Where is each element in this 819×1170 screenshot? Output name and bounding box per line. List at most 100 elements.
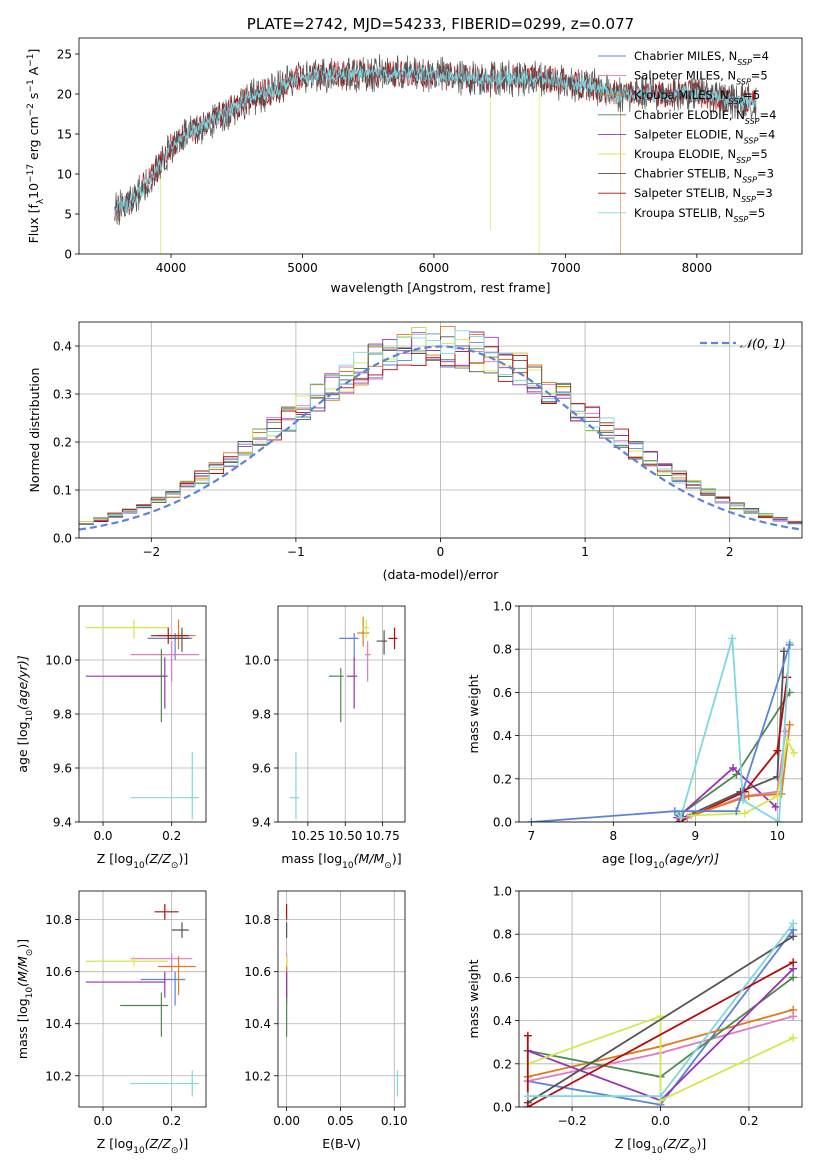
x-axis-label: (data-model)/error (383, 567, 500, 582)
y-tick-label: 9.6 (252, 762, 271, 776)
y-tick-label: 10.2 (45, 1069, 72, 1083)
legend-entry: Kroupa ELODIE, NSSP=5 (634, 147, 768, 165)
y-tick-label: 0.4 (53, 340, 72, 354)
errorbar-point-kroupa_miles (157, 956, 196, 996)
errorbar-point-kroupa_stelib (130, 751, 200, 820)
y-tick-label: 9.8 (53, 708, 72, 722)
series-point (523, 1103, 532, 1107)
axes-frame (518, 890, 803, 1108)
y-tick-label: 0.1 (53, 484, 72, 498)
y-tick-label: 10.6 (244, 965, 271, 979)
spectrum-line-kroupa_stelib (114, 64, 757, 215)
series-line (527, 1015, 794, 1102)
errorbar-point-salpeter_stelib (154, 904, 179, 920)
errorbar-point-chabrier_stelib (171, 922, 189, 938)
series-salpeter_stelib (523, 958, 798, 1107)
y-tick-label: 15 (57, 128, 72, 142)
legend-entry: Kroupa MILES, NSSP=5 (634, 88, 760, 106)
y-axis-label: Flux [fλ10−17 erg cm−2 s−1 A−1] (26, 49, 46, 244)
series-line (526, 961, 794, 1107)
axes-frame (78, 37, 803, 255)
series-point (527, 818, 536, 822)
x-tick-label: 8 (610, 829, 618, 843)
y-axis-label: age [log10(age/yr)] (15, 655, 35, 772)
y-tick-label: 1.0 (493, 885, 512, 899)
y-tick-label: 10.0 (45, 654, 72, 668)
series-line (691, 724, 791, 817)
x-tick-label: 8000 (682, 261, 713, 275)
y-tick-label: 0.2 (493, 1057, 512, 1071)
x-tick-label: 10 (770, 829, 785, 843)
series-line (682, 651, 785, 819)
errorbar-point-kroupa_elodie (363, 619, 370, 639)
plot-area (527, 634, 798, 822)
errorbar-point-chabrier_stelib (168, 627, 189, 652)
errorbar-point-chabrier_miles (147, 633, 193, 660)
plot-area (85, 619, 200, 820)
y-tick-label: 10.4 (45, 1017, 72, 1031)
y-tick-label: 25 (57, 48, 72, 62)
x-tick-label: 1 (581, 545, 589, 559)
x-tick-label: 7000 (550, 261, 581, 275)
plot-area (523, 919, 798, 1107)
y-tick-label: 0.8 (493, 643, 512, 657)
y-tick-label: 0.0 (53, 532, 72, 546)
x-tick-label: 10.50 (328, 829, 362, 843)
series-point (744, 792, 753, 801)
errorbar-point-kroupa_elodie (85, 619, 169, 639)
y-tick-label: 9.4 (53, 816, 72, 830)
series-kroupa_elodie (687, 735, 798, 820)
y-tick-label: 10.4 (244, 1017, 271, 1031)
errorbar-point-kroupa_miles (157, 619, 196, 650)
x-tick-label: 2 (726, 545, 734, 559)
y-axis-label: mass weight (466, 959, 481, 1038)
series-point (789, 919, 798, 928)
legend-entry: Chabrier MILES, NSSP=4 (634, 49, 769, 67)
histogram-salpeter_stelib (79, 346, 802, 525)
series-point (674, 818, 683, 822)
y-axis-label: mass weight (466, 674, 481, 753)
panel-mass_weight_vs_age: 7 8 9 10 0.0 0.2 0.4 0.6 0.8 1.0 age [log10(age/yr… (466, 600, 803, 871)
legend-entry: Chabrier STELIB, NSSP=3 (634, 167, 774, 185)
y-tick-label: 10.6 (45, 965, 72, 979)
legend-entry: Kroupa STELIB, NSSP=5 (634, 206, 765, 224)
y-tick-label: 0.6 (493, 686, 512, 700)
y-tick-label: 9.6 (53, 762, 72, 776)
series-point (789, 958, 798, 967)
y-tick-label: 0.4 (493, 729, 512, 743)
series-line (527, 935, 794, 1104)
panel-mass_vs_Z: 0.0 0.2 10.2 10.4 10.6 10.8 Z [log10(Z/Z⊙)] mas… (15, 890, 207, 1156)
errorbar-point-salpeter_elodie (85, 657, 166, 709)
x-axis-label: Z [log10(Z/Z⊙)] (615, 1136, 706, 1156)
plot-area (79, 325, 802, 531)
series-point (728, 634, 737, 643)
x-tick-label: 5000 (287, 261, 318, 275)
chart-title: PLATE=2742, MJD=54233, FIBERID=0299, z=0… (247, 15, 634, 33)
x-tick-label: 4000 (156, 261, 187, 275)
axes-frame (78, 321, 803, 539)
x-tick-label: 0.10 (381, 1114, 408, 1128)
legend-entry: Salpeter ELODIE, NSSP=4 (634, 127, 775, 145)
errorbar-point-kroupa_miles (357, 616, 370, 647)
series-point (789, 748, 798, 757)
y-tick-label: 5 (64, 208, 72, 222)
panel-mass_weight_vs_Z: −0.2 0.0 0.2 0.0 0.2 0.4 0.6 0.8 1.0 Z [log10(Z/Z… (466, 885, 803, 1156)
y-tick-label: 20 (57, 88, 72, 102)
y-tick-label: 10.8 (244, 913, 271, 927)
axes-frame (277, 890, 406, 1108)
plot-area (289, 616, 398, 820)
x-tick-label: 6000 (419, 261, 450, 275)
y-tick-label: 1.0 (493, 600, 512, 614)
x-axis-label: E(B-V) (322, 1136, 361, 1151)
series-point (670, 807, 679, 816)
panel-mass_vs_ebv: 0.00 0.05 0.10 10.2 10.4 10.6 10.8 E(B-V) (244, 890, 408, 1151)
y-tick-label: 0.3 (53, 388, 72, 402)
legend: Chabrier MILES, NSSP=4 Salpeter MILES, NS… (598, 49, 776, 223)
y-tick-label: 0.6 (493, 971, 512, 985)
normal-curve (79, 345, 802, 531)
panel-age_vs_mass: 10.25 10.50 10.75 9.4 9.6 9.8 10.0 mass [log10(… (244, 605, 406, 871)
y-tick-label: 0.2 (493, 772, 512, 786)
y-tick-label: 0.8 (493, 928, 512, 942)
axes-frame (78, 890, 207, 1108)
x-axis-label: Z [log10(Z/Z⊙)] (97, 851, 188, 871)
